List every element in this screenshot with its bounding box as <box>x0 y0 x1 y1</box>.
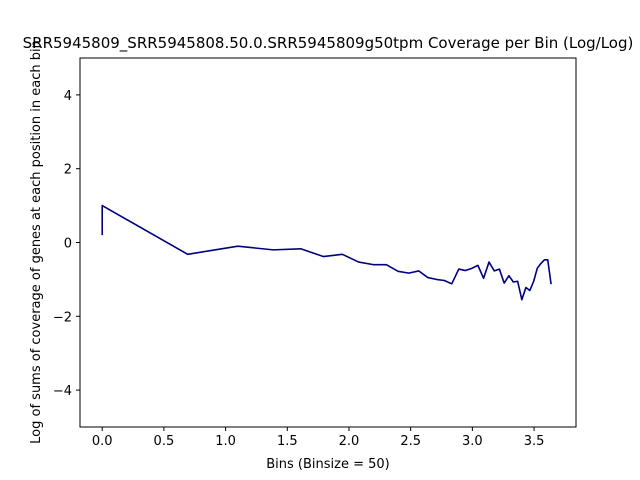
y-tick-label: −4 <box>53 384 72 399</box>
x-tick-label: 1.5 <box>277 434 298 449</box>
y-axis-label: Log of sums of coverage of genes at each… <box>29 40 44 444</box>
x-axis-ticks: 0.0 0.5 1.0 1.5 2.0 2.5 3.0 3.5 <box>92 427 545 449</box>
y-tick-label: 2 <box>64 163 72 178</box>
x-tick-label: 2.5 <box>400 434 421 449</box>
x-tick-label: 2.0 <box>339 434 360 449</box>
y-tick-label: 0 <box>64 237 72 252</box>
y-tick-label: 4 <box>64 89 72 104</box>
plot-series-layer <box>101 204 552 301</box>
x-tick-label: 1.0 <box>215 434 236 449</box>
x-axis-label: Bins (Binsize = 50) <box>266 457 390 472</box>
y-axis-ticks: −4 −2 0 2 4 <box>53 89 80 399</box>
chart-title: SRR5945809_SRR5945808.50.0.SRR5945809g50… <box>23 34 634 53</box>
x-tick-label: 3.0 <box>462 434 483 449</box>
series-line-0 <box>101 204 552 301</box>
y-tick-label: −2 <box>53 310 72 325</box>
x-tick-label: 0.5 <box>154 434 175 449</box>
x-tick-label: 0.0 <box>92 434 113 449</box>
x-tick-label: 3.5 <box>524 434 545 449</box>
